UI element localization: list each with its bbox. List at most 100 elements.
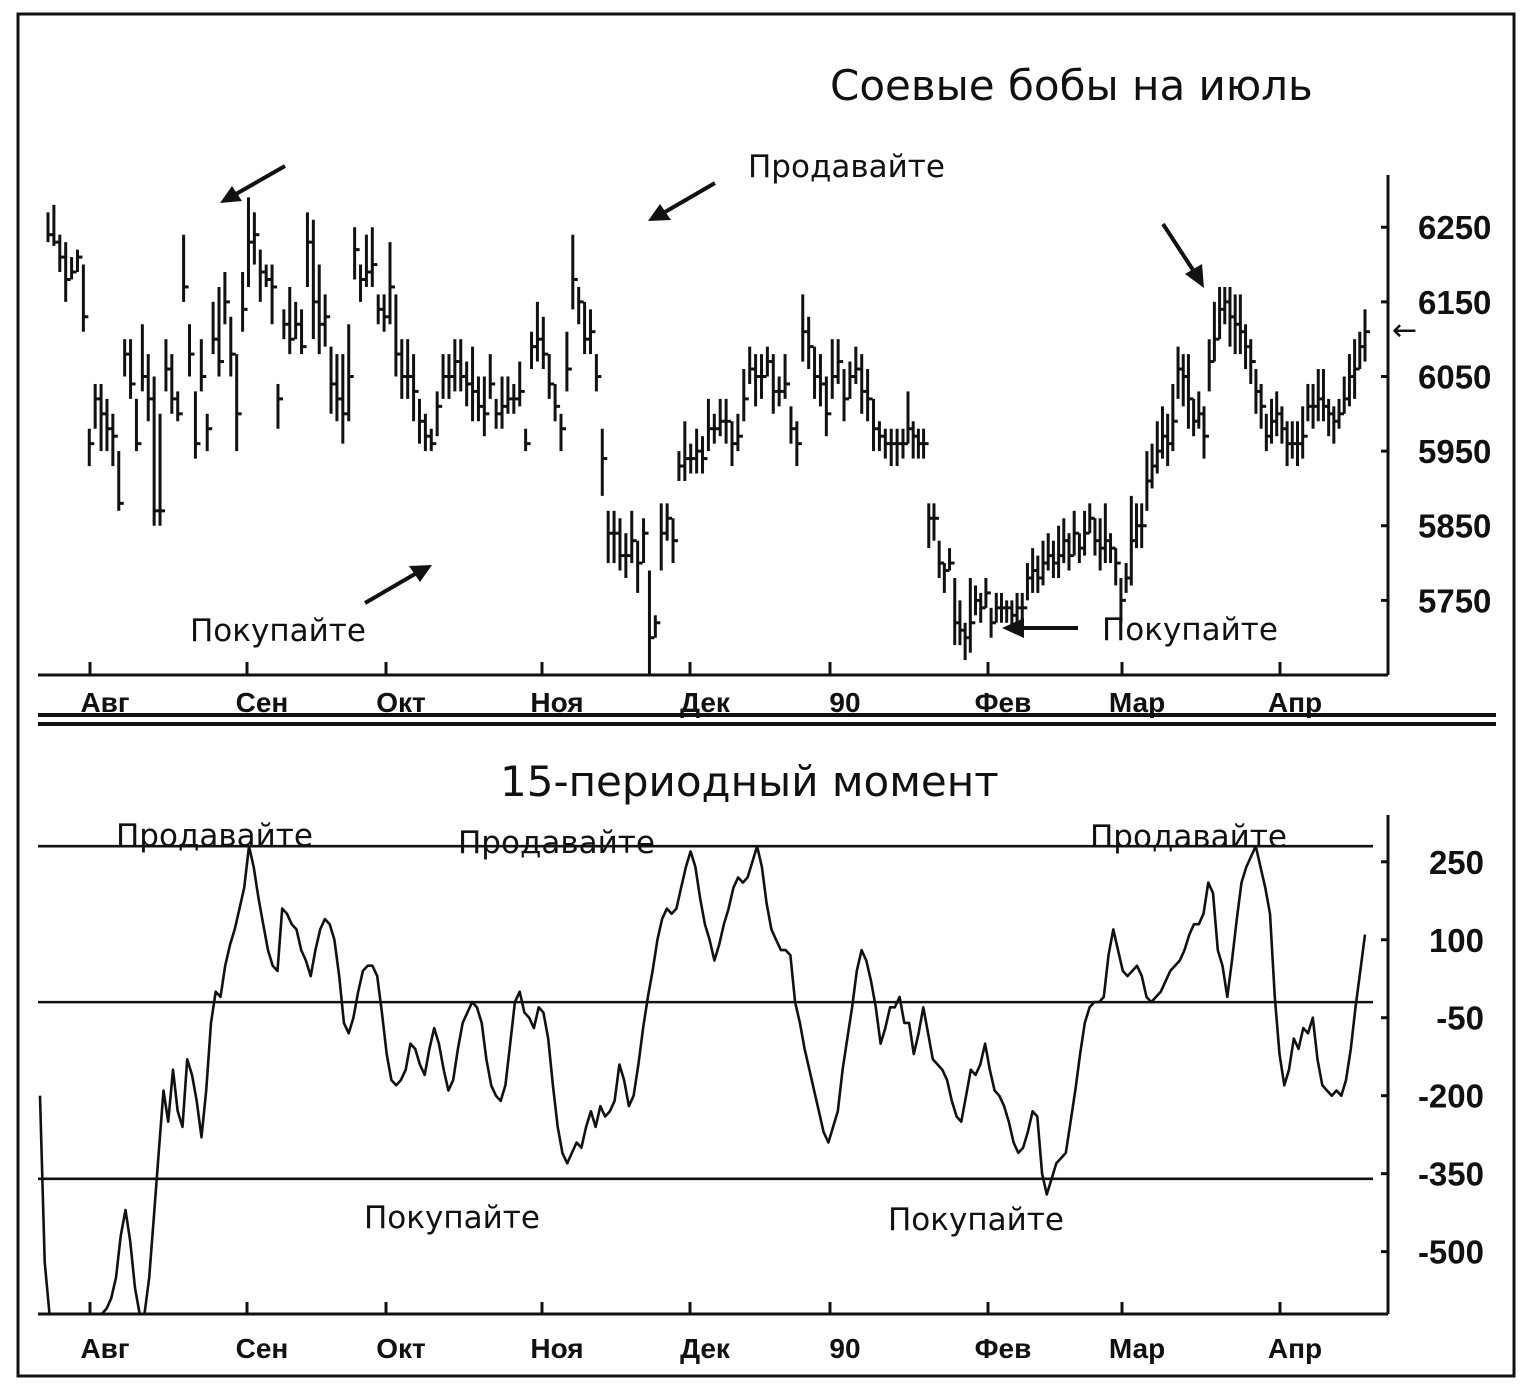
price-current-marker: ← bbox=[1392, 313, 1417, 348]
price-bar bbox=[665, 503, 673, 541]
price-bar bbox=[447, 354, 454, 399]
price-bar bbox=[111, 413, 118, 467]
price-bar bbox=[376, 294, 384, 325]
price-bar bbox=[1363, 309, 1370, 362]
price-bar bbox=[300, 309, 307, 355]
price-bar bbox=[695, 428, 702, 474]
price-bar bbox=[547, 354, 555, 399]
momentum-y-tick-label: -50 bbox=[1436, 1000, 1484, 1037]
arrow-buy-feb-head bbox=[1002, 618, 1024, 638]
price-bar bbox=[217, 286, 224, 377]
price-bar bbox=[81, 264, 89, 332]
momentum-reference-lines bbox=[38, 844, 1373, 1181]
price-bar bbox=[134, 398, 142, 452]
price-bar bbox=[683, 421, 690, 481]
price-bar bbox=[759, 354, 767, 399]
price-bar bbox=[594, 354, 602, 392]
momentum-series-line bbox=[38, 844, 1367, 1316]
price-bar bbox=[600, 428, 608, 496]
price-bar bbox=[64, 242, 71, 302]
momentum-panel: 15-периодный момент Авг Сен Окт Ноя Дек 90 Фев… bbox=[38, 757, 1484, 1364]
price-bar bbox=[789, 406, 796, 444]
price-bar bbox=[854, 346, 861, 384]
momentum-x-tick-label: Дек bbox=[680, 1333, 731, 1364]
price-bar bbox=[423, 413, 431, 452]
price-bar bbox=[52, 204, 59, 246]
price-bar bbox=[170, 354, 177, 414]
price-bar bbox=[1249, 339, 1256, 384]
momentum-y-tick-label: -500 bbox=[1418, 1234, 1484, 1271]
price-annotation-buy-1: Покупайте bbox=[190, 613, 366, 649]
price-bar bbox=[229, 316, 236, 377]
price-bar bbox=[689, 443, 696, 474]
price-bar bbox=[718, 398, 726, 437]
price-bar bbox=[370, 227, 378, 287]
price-bar bbox=[105, 398, 112, 452]
price-bar bbox=[258, 249, 266, 302]
price-bar bbox=[872, 398, 879, 452]
price-x-tick-label: Ноя bbox=[530, 687, 583, 718]
price-bar bbox=[70, 257, 77, 280]
price-y-tick-label: 6050 bbox=[1418, 358, 1491, 395]
price-bar bbox=[730, 421, 737, 467]
price-bar bbox=[724, 398, 732, 444]
price-bar bbox=[1171, 383, 1178, 452]
price-bar bbox=[129, 339, 136, 399]
price-bar bbox=[46, 212, 53, 243]
price-bar bbox=[429, 428, 437, 452]
price-bar bbox=[459, 339, 466, 392]
price-bar bbox=[541, 316, 549, 370]
price-bar bbox=[394, 294, 401, 377]
price-bar bbox=[311, 219, 319, 340]
price-bar bbox=[571, 234, 578, 310]
price-bar bbox=[677, 451, 684, 481]
price-bar bbox=[123, 339, 130, 377]
price-bar bbox=[482, 376, 490, 437]
momentum-y-ticks: 250 100 -50 -200 -350 -500 bbox=[1381, 844, 1484, 1271]
price-bar bbox=[553, 383, 561, 422]
price-bar bbox=[152, 376, 160, 526]
price-annotation-sell: Продавайте bbox=[748, 149, 945, 185]
price-bar bbox=[146, 354, 154, 422]
price-bar bbox=[1259, 383, 1267, 429]
price-bar bbox=[535, 301, 543, 362]
price-bar bbox=[618, 518, 625, 571]
price-bar bbox=[323, 294, 331, 347]
arrow-aug-top bbox=[235, 164, 286, 196]
price-bar bbox=[647, 570, 655, 675]
price-bar bbox=[488, 354, 496, 399]
price-bar bbox=[235, 354, 242, 452]
price-bar bbox=[883, 428, 891, 459]
price-y-tick-label: 6150 bbox=[1418, 284, 1491, 321]
price-bar bbox=[795, 421, 802, 467]
price-bar bbox=[294, 301, 301, 340]
price-bar bbox=[388, 242, 395, 325]
price-bar bbox=[968, 577, 976, 653]
price-bar bbox=[359, 264, 366, 302]
price-bar bbox=[701, 436, 708, 474]
price-bar bbox=[736, 413, 743, 452]
price-bar bbox=[1119, 577, 1126, 623]
arrow-sell-head bbox=[648, 204, 671, 221]
price-bar bbox=[347, 324, 354, 422]
arrow-sell bbox=[663, 181, 717, 214]
price-bar bbox=[642, 518, 649, 564]
price-y-tick-label: 5750 bbox=[1418, 582, 1491, 619]
price-bar bbox=[606, 510, 614, 564]
price-bar bbox=[335, 354, 342, 422]
price-bar bbox=[329, 346, 337, 414]
price-bar bbox=[1202, 406, 1210, 459]
price-bar bbox=[813, 346, 820, 399]
momentum-y-tick-label: 100 bbox=[1429, 922, 1484, 959]
price-bars bbox=[46, 197, 1370, 675]
price-x-tick-label: Фев bbox=[975, 687, 1032, 718]
price-x-tick-label: Авг bbox=[80, 687, 129, 718]
price-bar bbox=[742, 369, 749, 422]
price-bar bbox=[948, 548, 955, 571]
price-bar bbox=[435, 391, 443, 437]
price-x-tick-label: Окт bbox=[376, 687, 426, 718]
chart-frame bbox=[16, 12, 1516, 1378]
price-bar bbox=[777, 376, 785, 407]
price-bar bbox=[193, 391, 201, 459]
price-bar bbox=[801, 294, 808, 362]
